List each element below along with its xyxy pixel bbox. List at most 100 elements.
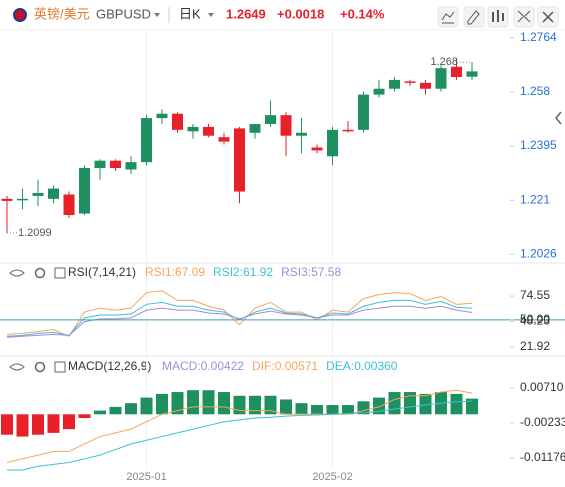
candle-body (17, 198, 28, 201)
checkbox-icon[interactable] (54, 361, 66, 373)
candle-body (389, 79, 400, 89)
macd-bar (249, 395, 261, 415)
macd-bar (94, 410, 106, 415)
candle-body (373, 88, 385, 95)
macd-bar (140, 397, 153, 415)
candle-body (466, 71, 478, 77)
y-tick-label: 1.221 (520, 193, 550, 207)
candle-body (296, 132, 307, 136)
x-tick-label: 2025-02 (312, 471, 352, 483)
y-tick-label: 1.2395 (520, 138, 557, 152)
candle-body (141, 118, 152, 163)
dropdown-arrow[interactable] (208, 13, 214, 17)
candle-body (327, 129, 338, 157)
legend-entry: DIF:0.00571 (252, 359, 318, 373)
y-tick-label: 74.55 (520, 288, 550, 302)
candle-body (435, 68, 447, 89)
tool-button[interactable] (463, 6, 485, 28)
macd-bar (156, 393, 168, 415)
macd-bar (202, 390, 215, 415)
change: +0.0018 (277, 6, 324, 21)
y-tick-label: -0.00233 (520, 415, 565, 429)
macd-bar (373, 397, 385, 415)
macd-bar (47, 414, 60, 433)
candle-body (1, 198, 13, 201)
candle-body (404, 81, 416, 83)
checkbox-icon[interactable] (54, 267, 66, 279)
indicator-title: RSI(7,14,21) (68, 265, 136, 279)
macd-bar (264, 395, 277, 415)
symbol-name[interactable]: 英镑/美元 (34, 6, 90, 21)
tool-icon (517, 10, 531, 23)
candle-body (249, 123, 261, 133)
change-pct: +0.14% (340, 6, 385, 21)
macd-bar (280, 399, 292, 415)
macd-bar (187, 390, 199, 415)
high-annotation: 1.268 (430, 56, 458, 68)
toolbar (437, 6, 559, 28)
macd-bar (466, 398, 478, 415)
legend-entry: RSI3:57.58 (281, 265, 341, 279)
y-tick-label: 1.258 (520, 84, 550, 98)
macd-bar (404, 392, 416, 415)
candle-body (218, 137, 230, 142)
tool-button[interactable] (437, 6, 459, 28)
macd-bar (326, 405, 339, 415)
macd-bar (311, 405, 323, 415)
y-tick-label: 1.2026 (520, 247, 557, 261)
candle-body (451, 66, 462, 77)
macd-bar (419, 393, 432, 415)
candle-body (156, 113, 168, 119)
macd-bar (63, 414, 75, 430)
y-tick-label: 21.92 (520, 339, 550, 353)
tool-icon (542, 11, 554, 23)
candle-body (265, 115, 276, 124)
candle-body (234, 128, 245, 192)
macd-line (6, 389, 473, 464)
candle-body (32, 192, 44, 196)
macd-line (7, 400, 473, 471)
legend-entry: MACD:0.00422 (162, 359, 244, 373)
legend-entry: RSI1:67.09 (145, 265, 205, 279)
collapse-arrow[interactable] (555, 111, 562, 125)
candle-body (187, 126, 199, 132)
candle-body (203, 126, 214, 136)
y-tick-label: 1.2764 (520, 30, 557, 44)
rsi-line (6, 290, 473, 337)
price: 1.2649 (226, 6, 266, 21)
low-annotation: 1.2099 (18, 227, 52, 239)
candle-body (94, 160, 106, 169)
macd-bar (78, 414, 91, 419)
period[interactable]: 日K (179, 6, 201, 21)
candle-body (48, 188, 59, 199)
eye-icon[interactable] (9, 269, 25, 277)
gear-icon[interactable] (34, 267, 46, 279)
tool-icon (467, 10, 480, 25)
dropdown-arrow[interactable] (154, 13, 160, 17)
macd-bar (1, 414, 13, 435)
symbol-code[interactable]: GBPUSD (96, 6, 151, 21)
macd-bar (109, 406, 122, 415)
macd-header: MACD(12,26,9) (9, 359, 151, 373)
macd-bar (171, 392, 184, 415)
candle-body (311, 147, 323, 151)
flag-icon (13, 8, 27, 22)
legend-entry: RSI2:61.92 (213, 265, 273, 279)
eye-icon[interactable] (9, 363, 25, 371)
macd-bar (388, 392, 401, 415)
gear-icon[interactable] (34, 361, 46, 373)
macd-bar (342, 405, 354, 415)
macd-bar (125, 403, 137, 415)
candle-body (110, 160, 121, 169)
y-tick-label: 50.00 (520, 312, 550, 326)
candle-body (63, 194, 75, 216)
y-tick-label: 0.00710 (520, 380, 564, 394)
candle-body (172, 113, 183, 130)
candle-body (420, 82, 431, 89)
candle-body (125, 162, 137, 170)
candle-body (358, 94, 369, 130)
macd-bar (218, 392, 230, 415)
macd-bar (16, 414, 29, 437)
legend-entry: DEA:0.00360 (326, 359, 398, 373)
